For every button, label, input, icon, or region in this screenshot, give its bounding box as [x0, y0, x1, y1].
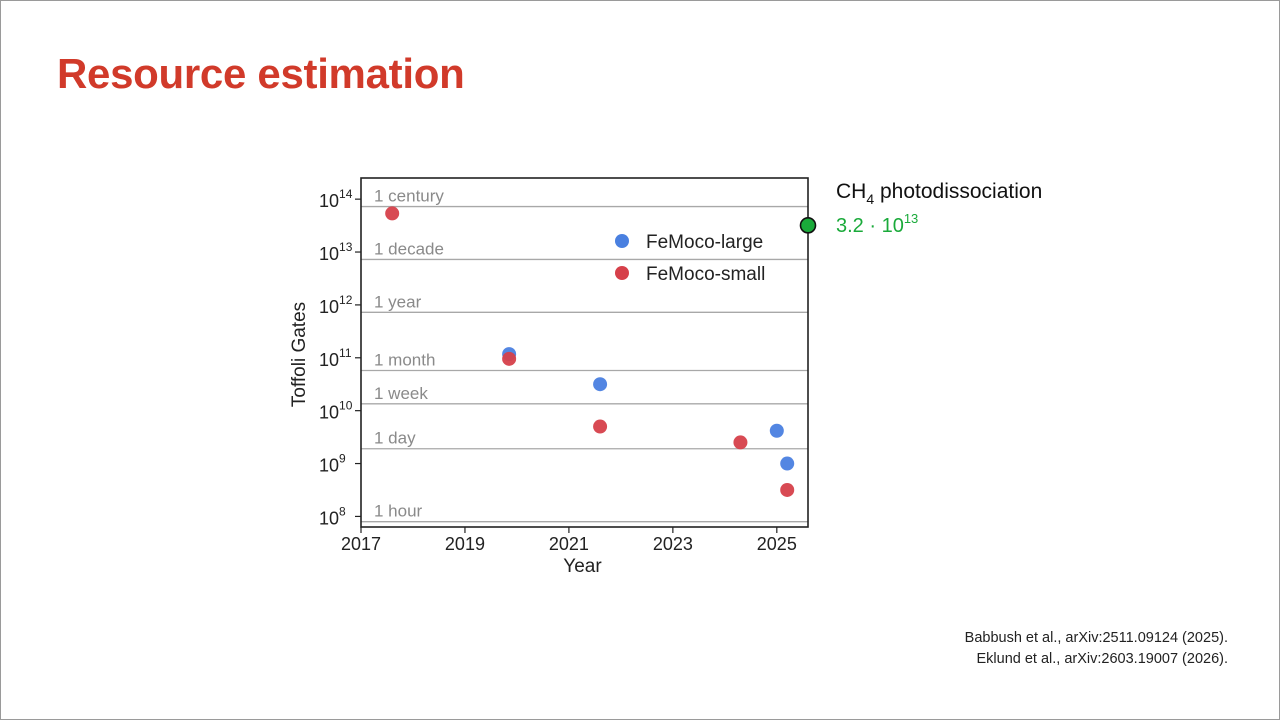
y-tick-label: 108: [319, 504, 346, 528]
x-tick-label: 2017: [341, 534, 381, 554]
y-tick-label: 1014: [319, 187, 353, 211]
reference-line: Eklund et al., arXiv:2603.19007 (2026).: [976, 651, 1229, 667]
data-point: [769, 423, 784, 438]
ch4-label: CH4 photodissociation: [836, 180, 1042, 207]
data-point: [733, 435, 748, 450]
references: Babbush et al., arXiv:2511.09124 (2025).…: [965, 628, 1228, 670]
data-point: [593, 377, 608, 392]
x-tick-label: 2023: [653, 534, 693, 554]
legend-label: FeMoco-small: [646, 264, 765, 285]
ch4-value: 3.2 · 1013: [836, 211, 918, 237]
data-point: [502, 351, 517, 366]
time-band-label: 1 day: [374, 429, 416, 448]
y-tick-label: 1010: [319, 399, 353, 423]
slide-title: Resource estimation: [57, 50, 465, 97]
x-axis-label: Year: [563, 556, 602, 577]
x-tick-label: 2019: [445, 534, 485, 554]
ch4-marker: [799, 217, 817, 234]
data-point: [593, 419, 608, 434]
data-point: [780, 482, 795, 497]
legend-marker: [615, 234, 629, 248]
x-tick-label: 2025: [757, 534, 797, 554]
legend-marker: [615, 266, 629, 280]
time-band-label: 1 year: [374, 292, 422, 311]
time-band-label: 1 month: [374, 350, 435, 369]
data-point: [780, 456, 795, 471]
y-tick-label: 1012: [319, 293, 353, 317]
data-point: [385, 206, 400, 221]
time-band-label: 1 century: [374, 187, 444, 206]
y-tick-label: 1013: [319, 240, 353, 264]
time-band-label: 1 week: [374, 384, 428, 403]
y-tick-label: 109: [319, 452, 346, 476]
plot-frame: [360, 177, 809, 528]
legend-label: FeMoco-large: [646, 232, 763, 253]
reference-line: Babbush et al., arXiv:2511.09124 (2025).: [964, 630, 1228, 646]
y-axis-label: Toffoli Gates: [289, 302, 310, 407]
time-band-label: 1 hour: [374, 502, 423, 521]
y-tick-label: 1011: [319, 346, 352, 370]
x-tick-label: 2021: [549, 534, 589, 554]
time-band-label: 1 decade: [374, 239, 444, 258]
